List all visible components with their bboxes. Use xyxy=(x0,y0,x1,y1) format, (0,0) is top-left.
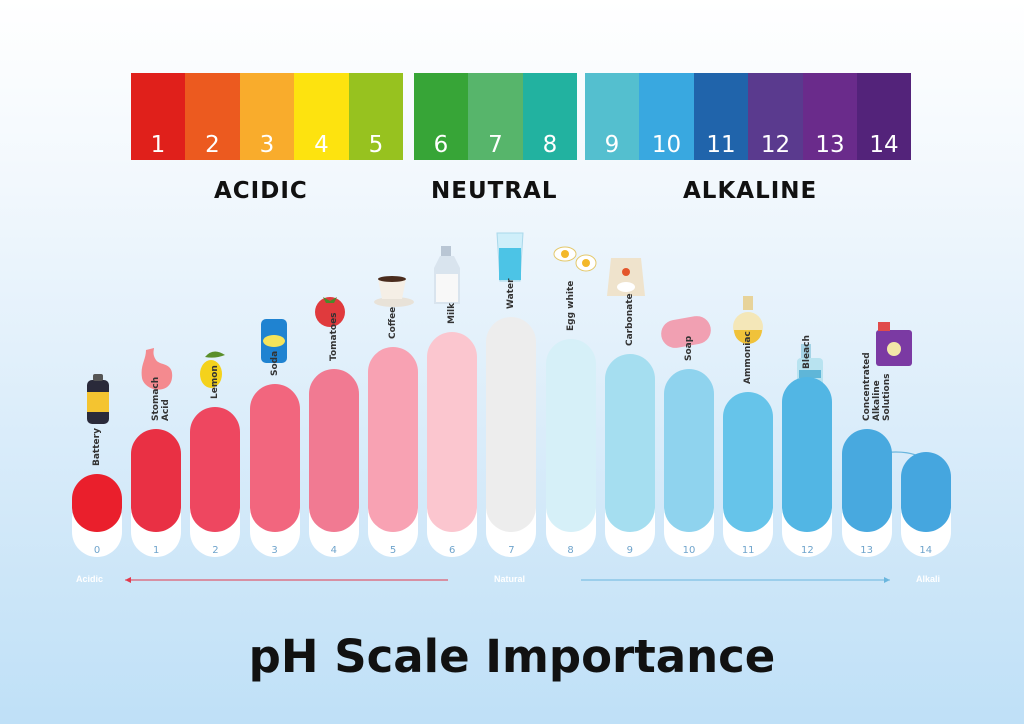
ph-column-bar xyxy=(427,332,478,532)
ph-cell-13: 13 xyxy=(803,73,857,160)
ph-value-label: 13 xyxy=(860,545,873,556)
item-name-label: Egg white xyxy=(565,280,576,331)
ph-value-label: 5 xyxy=(389,545,397,556)
ph-column-bar xyxy=(486,317,537,532)
ph-column-bar xyxy=(782,377,833,532)
ph-column-bar xyxy=(664,369,714,532)
ph-value-label: 12 xyxy=(801,545,814,556)
ph-column-bar xyxy=(190,407,241,532)
neutral-label: NEUTRAL xyxy=(431,178,558,204)
item-name-label: Ammoniac xyxy=(743,331,754,384)
ph-value-label: 3 xyxy=(271,545,278,556)
ph-cell-7: 7 xyxy=(468,73,523,160)
flask-icon xyxy=(733,296,763,344)
ph-column-bar xyxy=(368,347,418,532)
ph-cell-4: 4 xyxy=(294,73,349,160)
item-name-label: Soda xyxy=(269,350,280,376)
ph-value-label: 8 xyxy=(567,545,574,556)
ph-cell-10: 10 xyxy=(639,73,694,160)
ph-value-label: 6 xyxy=(449,545,456,556)
ph-value-label: 14 xyxy=(919,545,933,556)
ph-cell-5: 5 xyxy=(349,73,403,160)
item-name-label: Water xyxy=(506,278,517,309)
item-name-label: Battery xyxy=(92,428,102,466)
ph-cell-1: 1 xyxy=(131,73,185,160)
ph-value-label: 4 xyxy=(330,545,337,556)
alkaline-label: ALKALINE xyxy=(683,178,818,204)
item-name-label: Stomach Acid xyxy=(151,376,172,421)
soap-icon xyxy=(661,316,711,348)
soda-can-icon xyxy=(261,319,287,363)
ph-value-label: 11 xyxy=(741,545,755,556)
coffee-cup-icon xyxy=(374,276,414,307)
ph-cell-8: 8 xyxy=(523,73,577,160)
axis-middle-label: Natural xyxy=(494,574,526,584)
ph-cell-2: 2 xyxy=(185,73,240,160)
tomato-icon xyxy=(315,297,345,327)
ph-cell-6: 6 xyxy=(414,73,468,160)
ph-cell-12: 12 xyxy=(748,73,803,160)
ph-value-label: 1 xyxy=(153,545,160,556)
ph-column-bar xyxy=(604,354,655,532)
ph-column-bar xyxy=(249,384,300,532)
lemon-icon xyxy=(200,351,225,388)
acidic-label: ACIDIC xyxy=(214,178,308,204)
item-name-label: Soap xyxy=(684,335,694,361)
item-name-label: Coffee xyxy=(388,306,398,339)
axis-right-label: Alkali xyxy=(916,574,941,584)
milk-bottle-icon xyxy=(434,246,460,304)
carbonate-bag-icon xyxy=(607,258,645,296)
ph-cell-3: 3 xyxy=(240,73,294,160)
ph-column-bar xyxy=(131,429,182,532)
ph-column-bar xyxy=(841,429,892,532)
egg-icon xyxy=(553,246,597,272)
ph-column-bar xyxy=(308,369,359,532)
item-name-label: Lemon xyxy=(210,365,221,399)
ph-value-label: 2 xyxy=(212,545,219,556)
item-name-label: Concentrated Alkaline Solutions xyxy=(861,352,892,421)
ph-value-label: 0 xyxy=(93,545,101,556)
ph-cell-9: 9 xyxy=(585,73,639,160)
ph-column-bar xyxy=(900,452,951,532)
ph-value-label: 7 xyxy=(508,545,515,556)
ph-color-scale: 1 2 3 4 5 6 7 8 9 10 11 12 13 14 xyxy=(131,73,911,160)
battery-icon xyxy=(87,374,109,424)
item-name-label: Carbonate xyxy=(624,293,635,346)
item-name-label: Milk xyxy=(447,302,458,324)
ph-column-bar xyxy=(723,392,774,532)
ph-value-label: 9 xyxy=(626,545,633,556)
page-title: pH Scale Importance xyxy=(248,630,776,683)
ph-cell-11: 11 xyxy=(694,73,748,160)
ph-cell-14: 14 xyxy=(857,73,911,160)
ph-column-bar xyxy=(545,339,596,532)
axis-left-label: Acidic xyxy=(76,574,104,584)
item-name-label: Bleach xyxy=(802,335,813,369)
stomach-icon xyxy=(141,348,173,390)
alkaline-container-icon xyxy=(876,322,912,366)
ph-value-label: 10 xyxy=(682,545,696,556)
ph-column-bar xyxy=(72,474,122,532)
water-glass-icon xyxy=(496,232,524,282)
item-name-label: Tomatoes xyxy=(328,312,339,361)
